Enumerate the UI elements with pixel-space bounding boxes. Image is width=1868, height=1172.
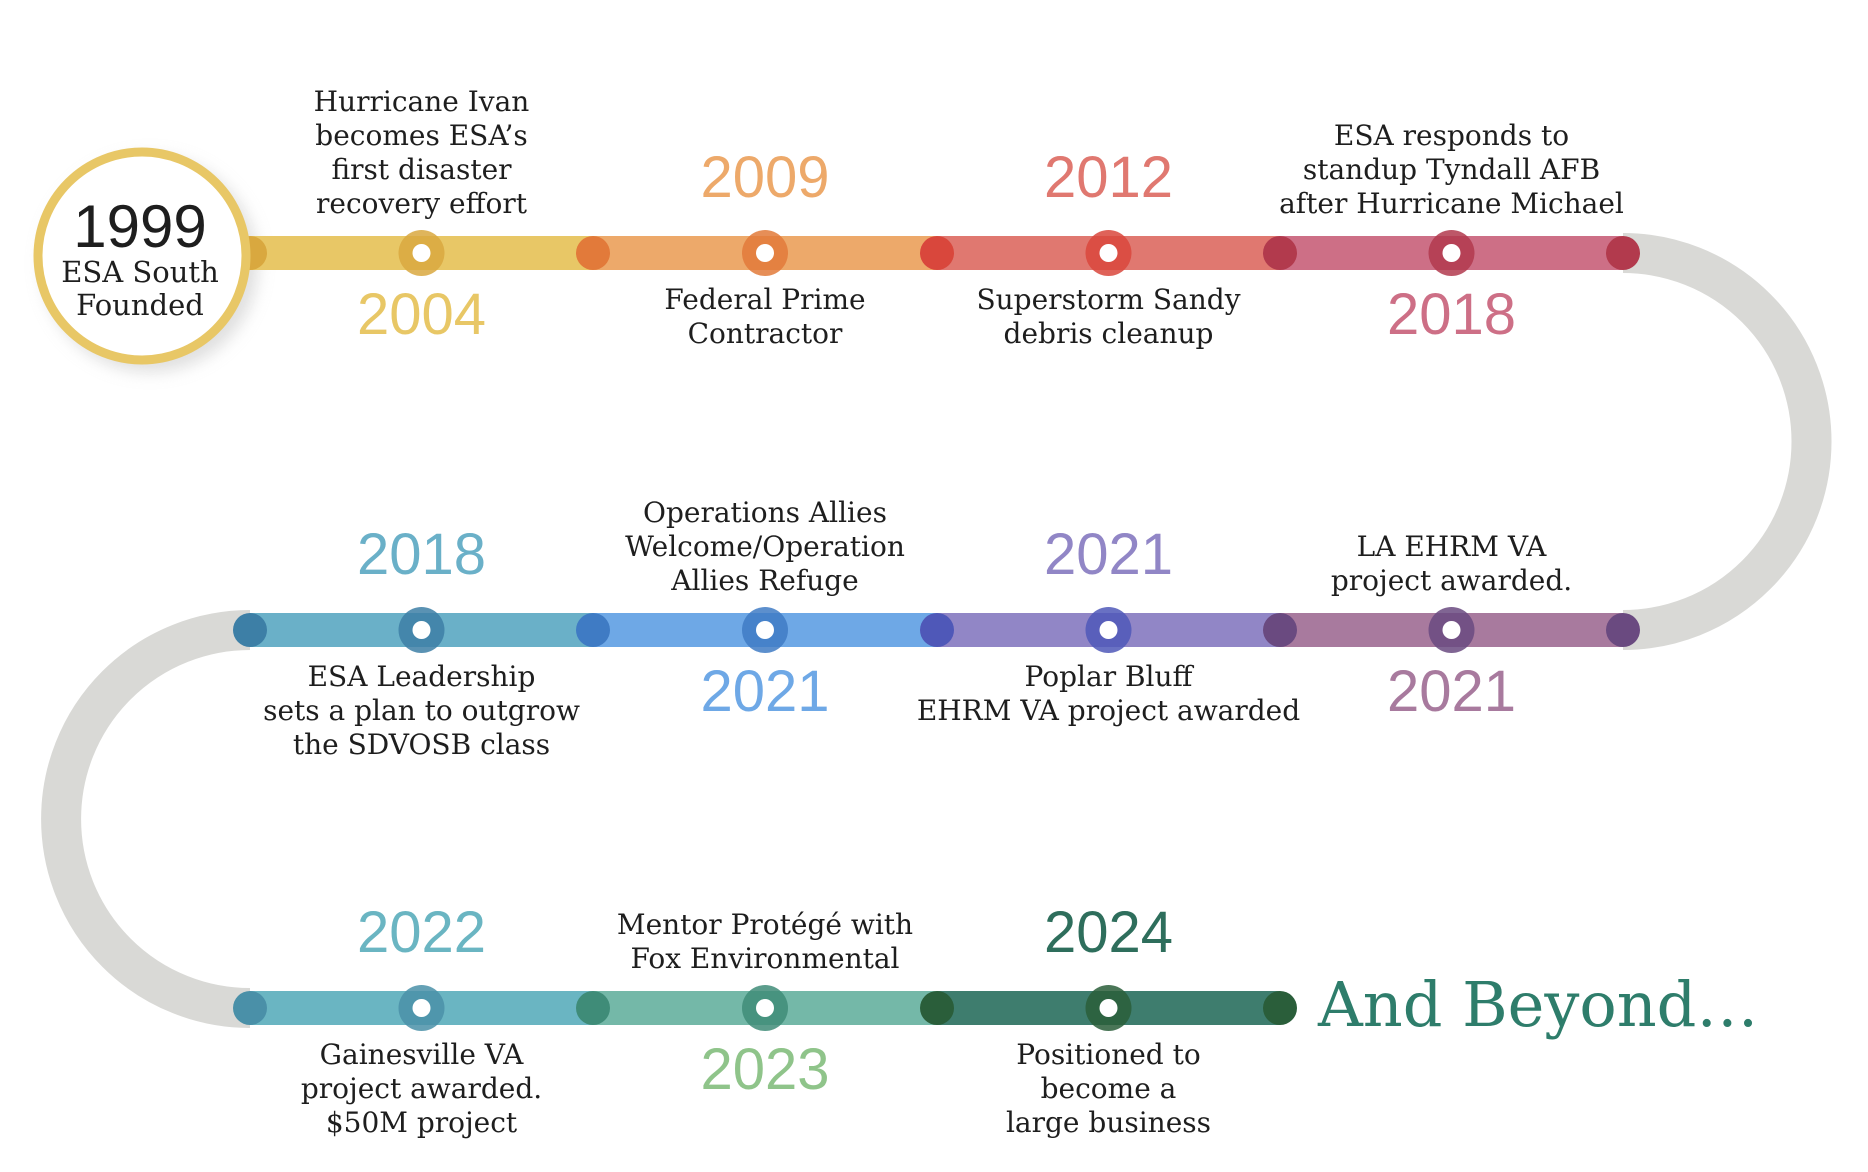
milestone-year: 2021 (1386, 659, 1517, 724)
milestone-description: ESA responds to standup Tyndall AFB afte… (1279, 119, 1624, 220)
milestone-description: Positioned to become a large business (1005, 1038, 1212, 1139)
milestone-year: 2023 (700, 1037, 830, 1102)
milestone-dot-2-2 (1099, 999, 1118, 1017)
milestone-dot-2-1 (756, 999, 774, 1017)
milestone-description: ESA Leadership sets a plan to outgrow th… (263, 660, 580, 761)
milestone-year: 2004 (356, 282, 487, 347)
joint-dot-1-3 (1263, 613, 1297, 647)
milestone-dot-1-1 (756, 621, 774, 639)
start-label: ESA South Founded (61, 255, 219, 322)
milestone-description: Mentor Protégé with Fox Environmental (616, 908, 914, 975)
connector-left (41, 610, 251, 1028)
milestone-dot-0-0 (412, 244, 431, 262)
milestone-year: 2018 (1386, 282, 1517, 347)
milestone-description: Gainesville VA project awarded. $50M pro… (300, 1038, 543, 1139)
joint-dot-2-2 (920, 991, 954, 1025)
joint-dot-0-2 (920, 236, 954, 270)
joint-dot-end-1 (1606, 613, 1640, 647)
milestone-description: Poplar Bluff EHRM VA project awarded (916, 660, 1301, 727)
milestone-description: Operations Allies Welcome/Operation Alli… (625, 496, 905, 597)
joint-dot-end-2 (1263, 991, 1297, 1025)
milestone-year: 2022 (356, 900, 487, 965)
milestone-dot-0-1 (756, 244, 774, 262)
and-beyond-label: And Beyond… (1318, 968, 1759, 1041)
milestone-description: LA EHRM VA project awarded. (1330, 530, 1573, 597)
joint-dot-1-1 (576, 613, 610, 647)
joint-dot-0-1 (576, 236, 610, 270)
milestone-dot-1-0 (412, 621, 431, 639)
joint-dot-1-2 (920, 613, 954, 647)
start-year: 1999 (73, 193, 207, 260)
milestone-dot-1-2 (1099, 621, 1118, 639)
joint-dot-0-3 (1263, 236, 1297, 270)
milestone-dot-0-3 (1442, 244, 1461, 262)
milestone-dot-1-3 (1442, 621, 1461, 639)
joint-dot-end-0 (1606, 236, 1640, 270)
joint-dot-2-0 (233, 991, 267, 1025)
milestone-dot-2-0 (412, 999, 431, 1017)
start-circle (33, 147, 251, 365)
milestone-description: Hurricane Ivan becomes ESA’s first disas… (313, 85, 530, 220)
milestone-dot-0-2 (1099, 244, 1118, 262)
milestone-year: 2012 (1043, 145, 1174, 210)
milestone-year: 2021 (1043, 522, 1174, 587)
milestone-year: 2009 (700, 145, 830, 210)
milestone-description: Superstorm Sandy debris cleanup (976, 283, 1241, 350)
connector-right (1622, 233, 1832, 650)
milestone-year: 2021 (700, 659, 830, 724)
joint-dot-2-1 (576, 991, 610, 1025)
joint-dot-1-0 (233, 613, 267, 647)
milestone-year: 2024 (1043, 900, 1174, 965)
milestone-year: 2018 (356, 522, 487, 587)
milestone-description: Federal Prime Contractor (664, 283, 866, 350)
